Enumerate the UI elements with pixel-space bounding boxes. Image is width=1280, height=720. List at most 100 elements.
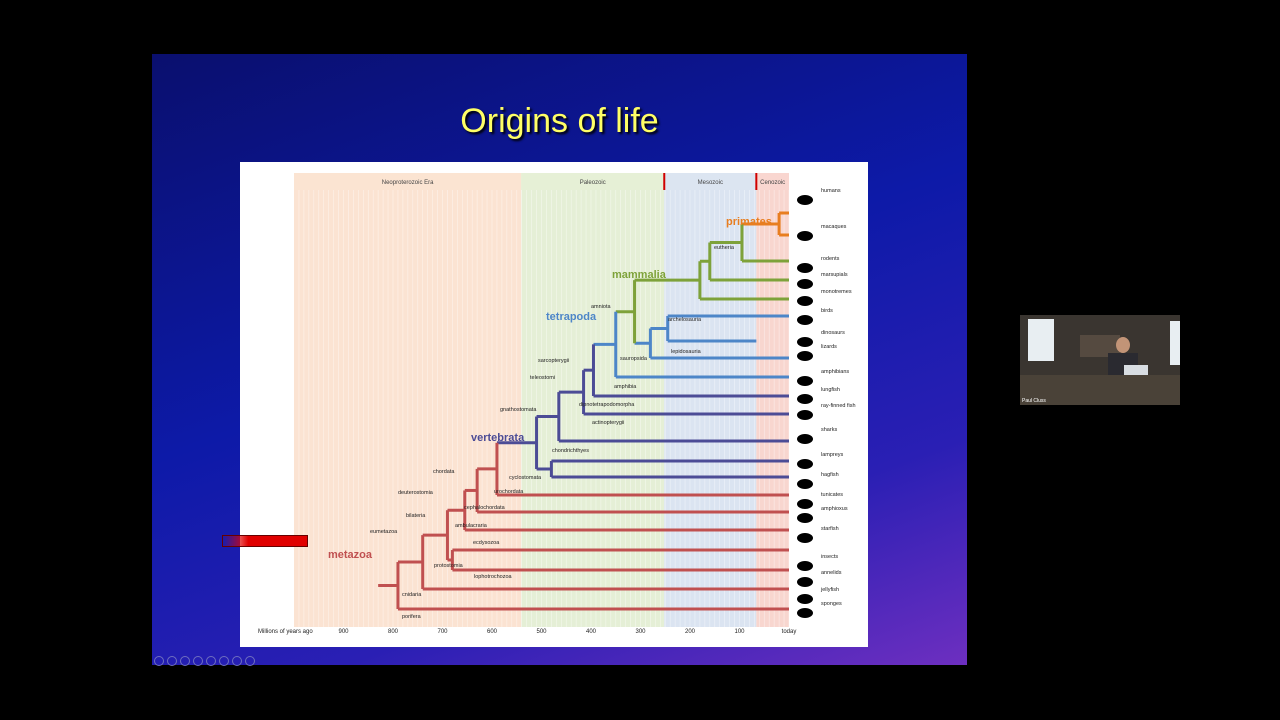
era-label: Neoproterozoic Era [382,180,434,186]
clade-label-deuterostomia: deuterostomia [398,490,434,496]
taxon-label-sponges: sponges [821,601,842,607]
clade-label-sauropsida: sauropsida [620,356,648,362]
taxon-label-lampreys: lampreys [821,452,844,458]
era-header [294,173,522,190]
tick-label: 400 [586,629,597,635]
clade-label-dipnotetrapodomorpha: dipnotetrapodomorpha [579,402,635,408]
taxon-label-tunicates: tunicates [821,492,843,498]
clade-label-eumetazoa: eumetazoa [370,529,398,535]
clade-label-lophotrochozoa: lophotrochozoa [474,574,513,580]
tick-label: today [782,629,797,635]
tick-label: 200 [685,629,696,635]
clade-label-ecdysozoa: ecdysozoa [473,540,500,546]
taxon-label-birds: birds [821,308,833,314]
slide-nav-controls [154,656,255,666]
taxon-label-amphibians: amphibians [821,369,849,375]
clade-label-cyclostomata: cyclostomata [509,475,542,481]
clade-label-amniota: amniota [591,304,612,310]
taxon-silhouette-icon [797,231,813,241]
pen-icon[interactable] [180,656,190,666]
taxon-silhouette-icon [797,337,813,347]
era-label: Paleozoic [580,180,606,186]
taxon-label-annelids: annelids [821,570,842,576]
taxon-silhouette-icon [797,479,813,489]
phylogeny-figure: Neoproterozoic Era Paleozoic Mesozoic Cenoz… [240,162,868,647]
taxon-silhouette-icon [797,279,813,289]
taxon-silhouette-icon [797,513,813,523]
taxon-silhouette-icon [797,499,813,509]
red-pointer-bar [222,535,308,547]
taxon-label-lungfish: lungfish [821,387,840,393]
taxon-silhouette-icon [797,459,813,469]
era-header [664,173,757,190]
clade-label-porifera: porifera [402,614,422,620]
clade-label-ambulacraria: ambulacraria [455,523,488,529]
era-header [756,173,789,190]
more-icon[interactable] [245,656,255,666]
era-label: Mesozoic [698,180,723,186]
taxon-label-starfish: starfish [821,526,839,532]
tick-label: 800 [388,629,399,635]
taxon-silhouette-icon [797,263,813,273]
clade-label-chondrichthyes: chondrichthyes [552,448,589,454]
clade-label-gnathostomata: gnathostomata [500,407,537,413]
group-label-vertebrata: vertebrata [471,432,525,444]
taxon-silhouette-icon [797,195,813,205]
taxon-label-humans: humans [821,188,841,194]
prev-icon[interactable] [154,656,164,666]
clade-label-archelosauria: archelosauria [668,317,702,323]
tick-label: 600 [487,629,498,635]
taxon-label-dinosaurs: dinosaurs [821,330,845,336]
slide-title: Origins of life [460,102,659,140]
pointer-icon[interactable] [193,656,203,666]
taxon-silhouette-icon [797,394,813,404]
tick-label: 500 [536,629,547,635]
taxon-label-rodents: rodents [821,256,840,262]
era-divider [755,173,758,190]
subtitles-icon[interactable] [219,656,229,666]
clade-label-eutheria: eutheria [714,245,735,251]
presenter-name: Paul Cluss [1022,398,1046,404]
clade-label-cephalochordata: cephalochordata [464,505,506,511]
taxon-label-macaques: macaques [821,224,847,230]
clade-label-bilateria: bilateria [406,513,426,519]
taxon-label-monotremes: monotremes [821,289,852,295]
clade-label-urochordata: urochordata [494,489,524,495]
phylogenetic-tree: Neoproterozoic Era Paleozoic Mesozoic Cenoz… [258,173,856,635]
group-label-mammalia: mammalia [612,269,667,281]
clade-label-cnidaria: cnidaria [402,592,422,598]
taxon-silhouette-icon [797,608,813,618]
era-label: Cenozoic [760,180,785,186]
taxon-silhouette-icon [797,533,813,543]
era-divider [663,173,666,190]
tick-label: 300 [635,629,646,635]
taxon-silhouette-icon [797,434,813,444]
taxon-label-sharks: sharks [821,427,837,433]
clade-label-teleostomi: teleostomi [530,375,555,381]
taxon-label-lizards: lizards [821,344,837,350]
next-icon[interactable] [167,656,177,666]
taxon-label-amphioxus: amphioxus [821,506,848,512]
clade-label-sarcopterygii: sarcopterygii [538,358,569,364]
taxon-label-marsupials: marsupials [821,272,848,278]
taxon-silhouette-icon [797,410,813,420]
era-header [521,173,665,190]
era-band [521,173,665,627]
clade-label-lepidosauria: lepidosauria [671,349,702,355]
tick-label: 100 [734,629,745,635]
tick-label: 700 [437,629,448,635]
taxon-silhouette-icon [797,594,813,604]
taxon-silhouette-icon [797,561,813,571]
taxon-silhouette-icon [797,351,813,361]
zoom-icon[interactable] [206,656,216,666]
clade-label-chordata: chordata [433,469,455,475]
clade-label-protostomia: protostomia [434,563,464,569]
clade-label-actinopterygii: actinopterygii [592,420,624,426]
taxon-silhouette-icon [797,577,813,587]
presenter-video[interactable]: Paul Cluss [1020,315,1180,405]
taxon-silhouette-icon [797,376,813,386]
menu-icon[interactable] [232,656,242,666]
taxon-silhouette-icon [797,315,813,325]
clade-label-amphibia: amphibia [614,384,637,390]
tick-label: 900 [338,629,349,635]
